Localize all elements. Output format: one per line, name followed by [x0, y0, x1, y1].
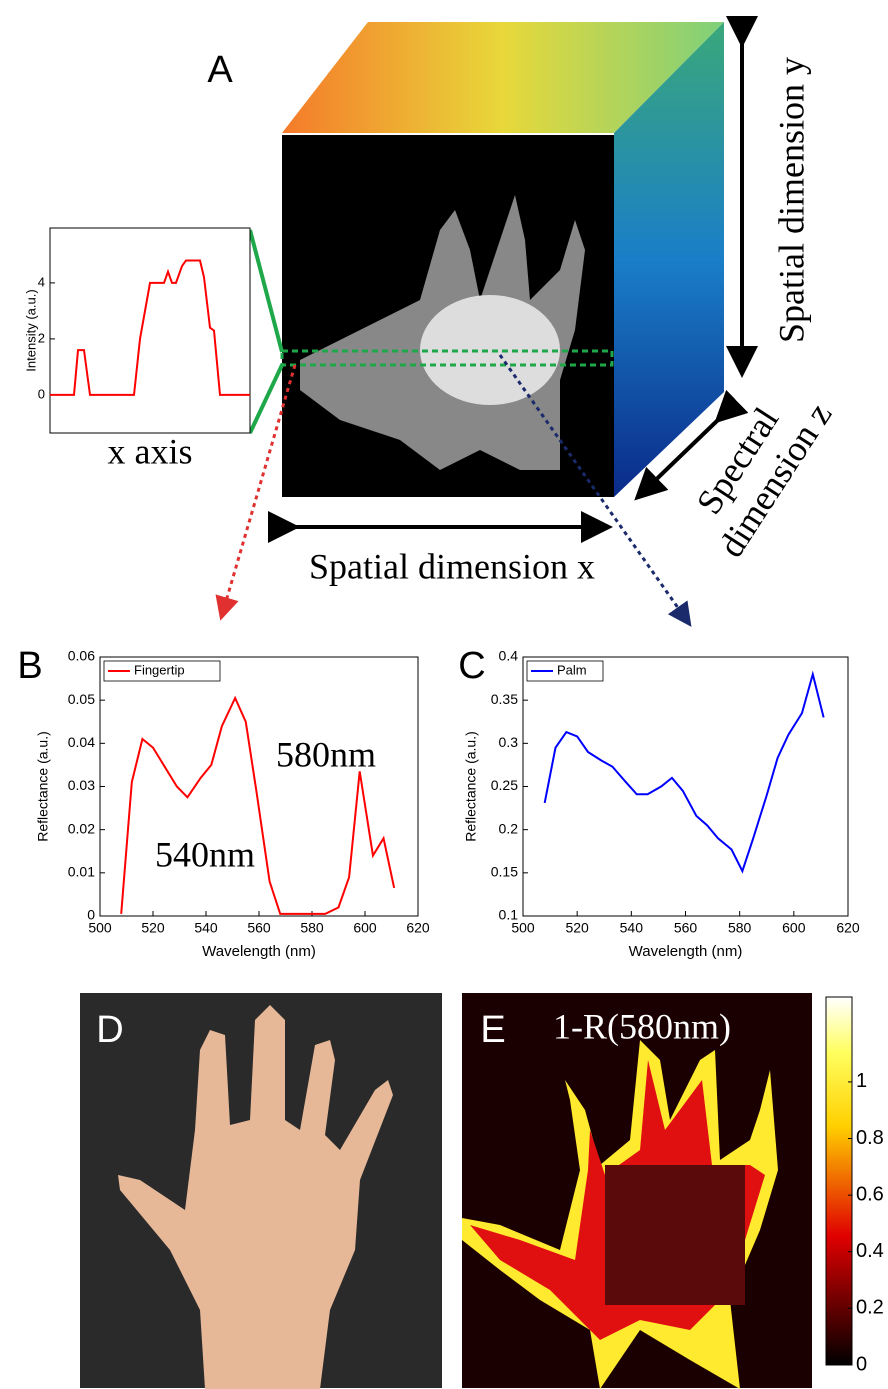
connector [250, 230, 282, 352]
heatmap-core [605, 1165, 745, 1305]
panel-label: B [17, 645, 42, 687]
cube-palm [420, 295, 560, 405]
x-tick-label: 560 [247, 920, 271, 936]
y-axis-label: Intensity (a.u.) [23, 289, 38, 371]
x-tick-label: 620 [836, 920, 860, 936]
annotation: 540nm [155, 834, 255, 874]
y-tick-label: 0.2 [856, 1297, 884, 1319]
x-tick-label: 500 [511, 920, 535, 936]
y-tick-label: 0.06 [68, 648, 95, 664]
x-axis-label: x axis [108, 431, 193, 471]
y-axis-label: Reflectance (a.u.) [463, 731, 479, 842]
y-tick-label: 4 [38, 274, 45, 289]
y-tick-label: 0.4 [499, 648, 519, 664]
connector [250, 365, 282, 433]
plot-frame [100, 657, 418, 916]
x-tick-label: 580 [728, 920, 752, 936]
x-tick-label: 620 [406, 920, 430, 936]
y-tick-label: 2 [38, 330, 45, 345]
y-tick-label: 0.03 [68, 777, 95, 793]
y-tick-label: 0.02 [68, 820, 95, 836]
panel-label: E [480, 1009, 505, 1051]
y-tick-label: 0.05 [68, 691, 95, 707]
y-tick-label: 0 [38, 386, 45, 401]
y-tick-label: 0.2 [499, 820, 519, 836]
x-tick-label: 540 [620, 920, 644, 936]
x-tick-label: 600 [353, 920, 377, 936]
x-tick-label: 500 [88, 920, 112, 936]
y-tick-label: 0.8 [856, 1127, 884, 1149]
y-axis-label: Reflectance (a.u.) [35, 731, 51, 842]
plot-frame [523, 657, 848, 916]
x-tick-label: 600 [782, 920, 806, 936]
colorbar [826, 997, 852, 1365]
x-axis-label: Wavelength (nm) [629, 943, 743, 960]
y-tick-label: 0.4 [856, 1240, 884, 1262]
panel-label: C [458, 645, 485, 687]
legend-label: Fingertip [134, 662, 185, 677]
legend-label: Palm [557, 662, 587, 677]
y-tick-label: 0.15 [491, 864, 518, 880]
y-tick-label: 0.04 [68, 734, 95, 750]
y-tick-label: 0.3 [499, 734, 519, 750]
x-tick-label: 580 [300, 920, 324, 936]
x-tick-label: 520 [565, 920, 589, 936]
y-tick-label: 0.6 [856, 1183, 884, 1205]
y-tick-label: 0.25 [491, 777, 518, 793]
x-tick-label: 520 [141, 920, 165, 936]
y-tick-label: 0.35 [491, 691, 518, 707]
x-tick-label: 560 [674, 920, 698, 936]
panel-label: A [207, 49, 233, 91]
y-tick-label: 0 [856, 1353, 867, 1375]
annotation: 580nm [276, 734, 376, 774]
figure: A Spatial dimension y Spectral dimension… [0, 0, 888, 1389]
plot-frame [50, 228, 250, 433]
map-title: 1-R(580nm) [553, 1006, 731, 1046]
y-tick-label: 0.01 [68, 864, 95, 880]
panel-label: D [96, 1009, 123, 1051]
x-axis-label: Wavelength (nm) [202, 943, 316, 960]
axis-label: Spatial dimension y [771, 57, 811, 343]
y-tick-label: 1 [856, 1070, 867, 1092]
axis-label: Spatial dimension x [309, 546, 595, 586]
x-tick-label: 540 [194, 920, 218, 936]
